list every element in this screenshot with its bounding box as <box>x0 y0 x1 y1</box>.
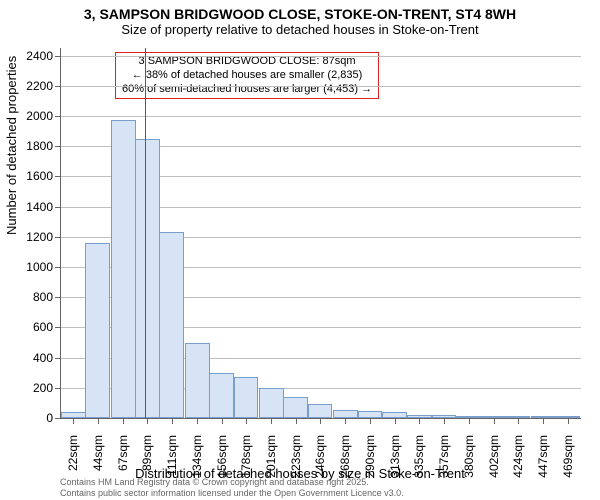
histogram-bar <box>456 416 481 418</box>
y-tick-label: 1400 <box>26 200 61 214</box>
histogram-bar <box>382 412 407 418</box>
callout-line2: ← 38% of detached houses are smaller (2,… <box>122 69 372 83</box>
y-tick-label: 200 <box>33 381 61 395</box>
x-tick <box>568 418 569 424</box>
y-tick-label: 600 <box>33 320 61 334</box>
x-tick <box>395 418 396 424</box>
y-tick-label: 1800 <box>26 139 61 153</box>
histogram-bar <box>481 416 506 418</box>
histogram-bar <box>61 412 86 418</box>
x-tick <box>494 418 495 424</box>
x-tick <box>419 418 420 424</box>
x-tick <box>123 418 124 424</box>
histogram-bar <box>556 416 581 418</box>
y-tick-label: 0 <box>46 411 61 425</box>
x-tick <box>469 418 470 424</box>
x-tick <box>197 418 198 424</box>
x-tick <box>222 418 223 424</box>
x-tick <box>320 418 321 424</box>
chart-plot-area: 3 SAMPSON BRIDGWOOD CLOSE: 87sqm ← 38% o… <box>60 48 581 419</box>
x-tick <box>147 418 148 424</box>
y-tick-label: 2400 <box>26 49 61 63</box>
gridline-h <box>61 56 581 57</box>
histogram-bar <box>111 120 136 418</box>
histogram-bar <box>308 404 333 418</box>
footer-line1: Contains HM Land Registry data © Crown c… <box>60 477 404 487</box>
x-tick <box>73 418 74 424</box>
histogram-bar <box>259 388 284 418</box>
y-tick-label: 1600 <box>26 169 61 183</box>
x-tick <box>370 418 371 424</box>
histogram-bar <box>135 139 160 418</box>
x-tick <box>518 418 519 424</box>
chart-title: 3, SAMPSON BRIDGWOOD CLOSE, STOKE-ON-TRE… <box>0 6 600 22</box>
histogram-bar <box>283 397 308 418</box>
x-tick <box>444 418 445 424</box>
x-tick <box>246 418 247 424</box>
y-tick-label: 400 <box>33 351 61 365</box>
histogram-bar <box>531 416 556 418</box>
gridline-h <box>61 86 581 87</box>
histogram-bar <box>85 243 110 418</box>
histogram-bar <box>506 416 531 418</box>
y-tick-label: 1200 <box>26 230 61 244</box>
x-tick <box>543 418 544 424</box>
x-tick <box>345 418 346 424</box>
footer-line2: Contains public sector information licen… <box>60 488 404 498</box>
histogram-bar <box>358 411 383 418</box>
y-tick-label: 2200 <box>26 79 61 93</box>
y-tick-label: 2000 <box>26 109 61 123</box>
histogram-bar <box>234 377 259 418</box>
y-tick-label: 1000 <box>26 260 61 274</box>
y-axis-title: Number of detached properties <box>4 56 19 235</box>
histogram-bar <box>185 343 210 419</box>
gridline-h <box>61 116 581 117</box>
histogram-bar <box>407 415 432 418</box>
callout-line3: 60% of semi-detached houses are larger (… <box>122 83 372 97</box>
histogram-bar <box>333 410 358 418</box>
x-tick <box>98 418 99 424</box>
callout-box: 3 SAMPSON BRIDGWOOD CLOSE: 87sqm ← 38% o… <box>115 52 379 99</box>
chart-subtitle: Size of property relative to detached ho… <box>0 22 600 37</box>
x-tick <box>271 418 272 424</box>
x-tick <box>172 418 173 424</box>
histogram-bar <box>432 415 457 418</box>
callout-line1: 3 SAMPSON BRIDGWOOD CLOSE: 87sqm <box>122 55 372 69</box>
y-tick-label: 800 <box>33 290 61 304</box>
histogram-bar <box>159 232 184 418</box>
x-tick <box>296 418 297 424</box>
marker-line <box>145 48 146 418</box>
footer-attribution: Contains HM Land Registry data © Crown c… <box>60 477 404 498</box>
histogram-bar <box>209 373 234 418</box>
